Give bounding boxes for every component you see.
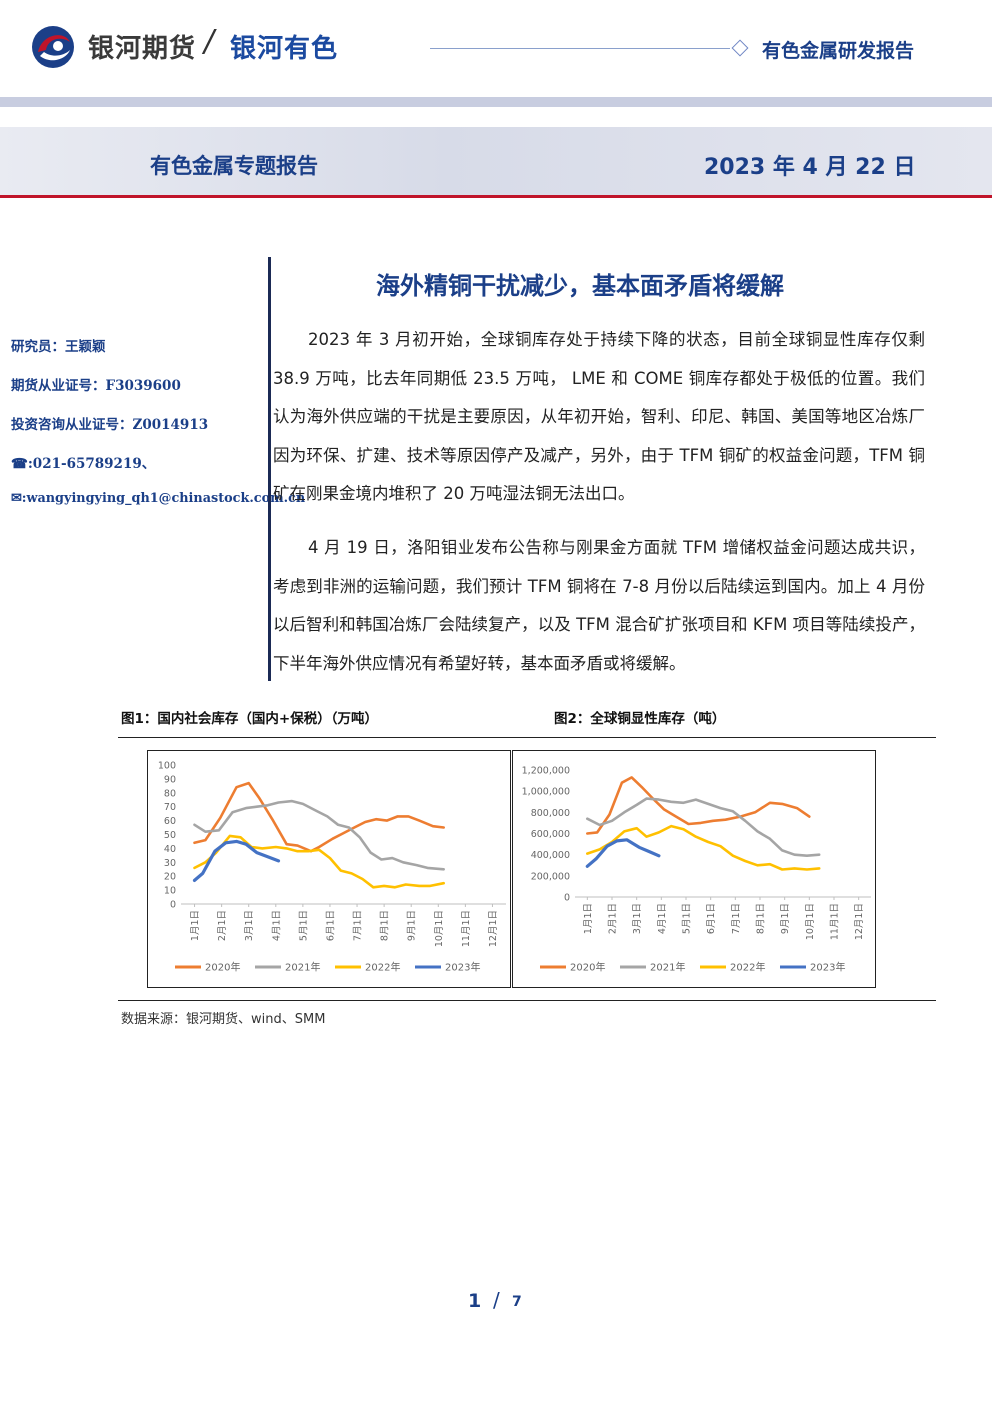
chart1-x-tick-label: 11月1日 — [461, 910, 472, 947]
chart1-y-tick-label: 80 — [164, 788, 176, 799]
page-separator: / — [493, 1288, 500, 1312]
page-total: 7 — [512, 1294, 522, 1310]
chart1-y-tick-label: 20 — [164, 872, 176, 883]
chart2-y-tick-label: 1,000,000 — [522, 787, 570, 798]
chart1-legend-label: 2023年 — [445, 961, 480, 974]
chart1-x-tick-label: 3月1日 — [244, 910, 255, 941]
chart1-legend-label: 2021年 — [285, 961, 320, 974]
chart2-x-tick-label: 6月1日 — [706, 903, 717, 934]
sidebar-divider — [268, 257, 271, 681]
chart2-y-tick-label: 400,000 — [531, 850, 570, 861]
chart2-y-tick-label: 800,000 — [531, 808, 570, 819]
chart1-x-tick-label: 4月1日 — [271, 910, 282, 941]
banner-title: 有色金属专题报告 — [150, 154, 318, 178]
chart1-series-line-1 — [193, 781, 446, 853]
chart2-x-tick-label: 11月1日 — [830, 903, 841, 940]
chart2-x-tick-label: 12月1日 — [854, 903, 865, 940]
chart1-x-tick-label: 1月1日 — [190, 910, 201, 941]
chart1-y-tick-label: 40 — [164, 844, 176, 855]
paragraph-2: 4 月 19 日，洛阳钼业发布公告称与刚果金方面就 TFM 增储权益金问题达成共… — [273, 538, 925, 673]
chart1-series-line-3 — [193, 834, 446, 889]
chart2-y-tick-label: 200,000 — [531, 871, 570, 882]
figure-2-title: 图2：全球铜显性库存（吨） — [554, 711, 726, 727]
researcher-name: 研究员：王颖颖 — [11, 339, 106, 355]
chart1-x-tick-label: 9月1日 — [407, 910, 418, 941]
paragraph-1: 2023 年 3 月初开始，全球铜库存处于持续下降的状态，目前全球铜显性库存仅剩… — [273, 330, 925, 504]
chart2-x-tick-label: 10月1日 — [805, 903, 816, 940]
chart1-x-tick-label: 10月1日 — [434, 910, 445, 947]
report-date: 2023 年 4 月 22 日 — [704, 155, 916, 180]
chart1-legend-label: 2022年 — [365, 961, 400, 974]
header-band — [0, 97, 992, 107]
chart2-x-tick-label: 9月1日 — [780, 903, 791, 934]
chart1-y-tick-label: 60 — [164, 816, 176, 827]
figure-bottom-rule — [118, 1000, 936, 1001]
chart2-y-tick-label: 1,200,000 — [522, 766, 570, 777]
chart1-y-tick-label: 0 — [170, 900, 176, 911]
phone-contact: ☎:021-65789219、 — [11, 456, 156, 472]
chart1-y-tick-label: 100 — [158, 761, 176, 772]
banner-accent-rule — [0, 195, 992, 198]
chart-1: 0 10 20 30 40 50 60 70 80 90 100 1月1日 2月1日 3月1日 4月1日 5月… — [158, 761, 506, 974]
figure-top-rule — [118, 737, 936, 738]
logo-icon — [32, 26, 74, 68]
chart2-legend-label: 2021年 — [650, 961, 685, 974]
chart2-series-line-4 — [585, 838, 661, 868]
consulting-license: 投资咨询从业证号：Z0014913 — [11, 417, 209, 433]
chart1-x-tick-label: 12月1日 — [488, 910, 499, 947]
chart1-x-tick-label: 2月1日 — [217, 910, 228, 941]
chart1-series-line-2 — [193, 799, 446, 871]
futures-license: 期货从业证号：F3039600 — [11, 378, 181, 394]
brand-subname: 银河有色 — [230, 34, 339, 64]
figure-1-title: 图1：国内社会库存（国内+保税）（万吨） — [121, 711, 378, 727]
chart1-legend-label: 2020年 — [205, 961, 240, 974]
brand-divider: / — [204, 24, 215, 59]
chart1-y-tick-label: 50 — [164, 830, 176, 841]
chart1-y-tick-label: 70 — [164, 802, 176, 813]
chart2-y-tick-label: 600,000 — [531, 829, 570, 840]
page-number: 1 — [468, 1290, 482, 1312]
chart2-legend-label: 2023年 — [810, 961, 845, 974]
chart2-series-line-3 — [586, 824, 821, 871]
chart2-legend-label: 2020年 — [570, 961, 605, 974]
chart-2-frame: 0 200,000 400,000 600,000 800,000 1,000,000 1,… — [512, 750, 876, 988]
chart1-y-tick-label: 90 — [164, 774, 176, 785]
chart1-x-tick-label: 6月1日 — [325, 910, 336, 941]
email-contact[interactable]: ✉:wangyingying_qh1@chinastock.com.cn — [11, 491, 306, 506]
brand-name: 银河期货 — [88, 34, 197, 64]
chart1-x-tick-label: 7月1日 — [353, 910, 364, 941]
chart-1-frame: 0 10 20 30 40 50 60 70 80 90 100 1月1日 2月1日 3月1日 4月1日 5月… — [147, 750, 511, 988]
chart2-x-tick-label: 5月1日 — [682, 903, 693, 934]
chart1-x-tick-label: 5月1日 — [298, 910, 309, 941]
chart2-series-line-1 — [586, 776, 811, 835]
chart2-x-tick-label: 1月1日 — [583, 903, 594, 934]
title-banner — [0, 127, 992, 195]
chart2-series-line-2 — [586, 797, 821, 857]
chart2-x-tick-label: 2月1日 — [608, 903, 619, 934]
chart2-y-tick-label: 0 — [564, 893, 570, 904]
chart1-x-tick-label: 8月1日 — [380, 910, 391, 941]
diamond-icon — [731, 39, 749, 57]
data-source: 数据来源：银河期货、wind、SMM — [121, 1012, 326, 1027]
chart2-legend-label: 2022年 — [730, 961, 765, 974]
chart2-x-tick-label: 4月1日 — [657, 903, 668, 934]
chart2-x-tick-label: 8月1日 — [756, 903, 767, 934]
header-rule — [430, 48, 730, 49]
chart1-y-tick-label: 30 — [164, 858, 176, 869]
article-title: 海外精铜干扰减少，基本面矛盾将缓解 — [376, 272, 784, 300]
chart2-x-tick-label: 3月1日 — [632, 903, 643, 934]
report-type: 有色金属研发报告 — [762, 40, 915, 62]
chart1-y-tick-label: 10 — [164, 886, 176, 897]
chart1-series-line-4 — [192, 839, 281, 882]
chart-2: 0 200,000 400,000 600,000 800,000 1,000,000 1,… — [522, 766, 871, 974]
chart2-x-tick-label: 7月1日 — [731, 903, 742, 934]
